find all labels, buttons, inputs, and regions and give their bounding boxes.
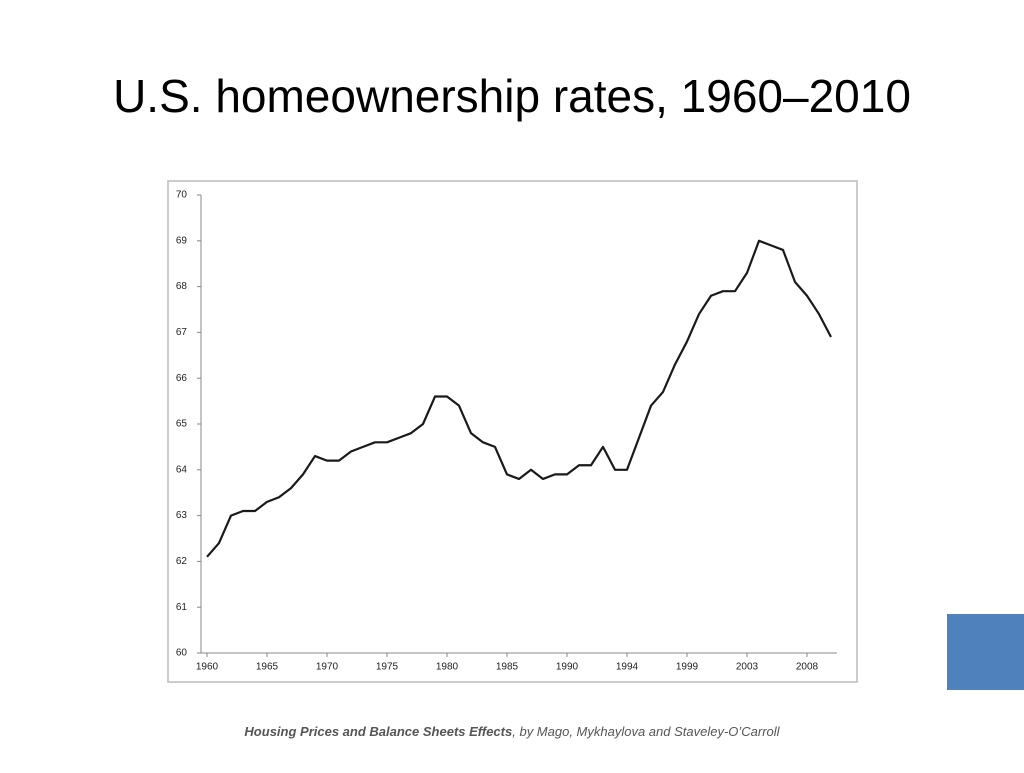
x-tick-label: 1960	[196, 662, 219, 673]
y-tick-label: 69	[176, 235, 188, 246]
caption: Housing Prices and Balance Sheets Effect…	[244, 724, 780, 739]
x-tick-label: 1965	[256, 662, 279, 673]
y-tick-label: 60	[176, 648, 188, 659]
caption-byline: , by Mago, Mykhaylova and Staveley-O’Car…	[512, 724, 780, 739]
caption-title: Housing Prices and Balance Sheets Effect…	[244, 724, 512, 739]
x-tick-label: 2008	[796, 662, 819, 673]
chart-frame	[167, 180, 858, 683]
x-tick-label: 1985	[496, 662, 519, 673]
x-tick-label: 1980	[436, 662, 459, 673]
y-tick-label: 63	[176, 510, 188, 521]
data-line	[206, 239, 832, 558]
x-tick-label: 1999	[676, 662, 699, 673]
y-tick-label: 65	[176, 419, 188, 430]
x-tick-label: 1975	[376, 662, 399, 673]
x-tick-label: 2003	[736, 662, 759, 673]
y-tick-label: 62	[176, 556, 188, 567]
x-tick-label: 1994	[616, 662, 639, 673]
y-tick-label: 67	[176, 327, 188, 338]
accent-square	[947, 614, 1024, 690]
x-tick-label: 1970	[316, 662, 339, 673]
y-tick-label: 70	[176, 190, 188, 201]
slide-title: U.S. homeownership rates, 1960–2010	[113, 70, 911, 122]
y-tick-label: 68	[176, 281, 188, 292]
x-tick-label: 1990	[556, 662, 579, 673]
y-tick-label: 64	[176, 464, 188, 475]
y-tick-label: 61	[176, 602, 188, 613]
y-tick-label: 66	[176, 373, 188, 384]
